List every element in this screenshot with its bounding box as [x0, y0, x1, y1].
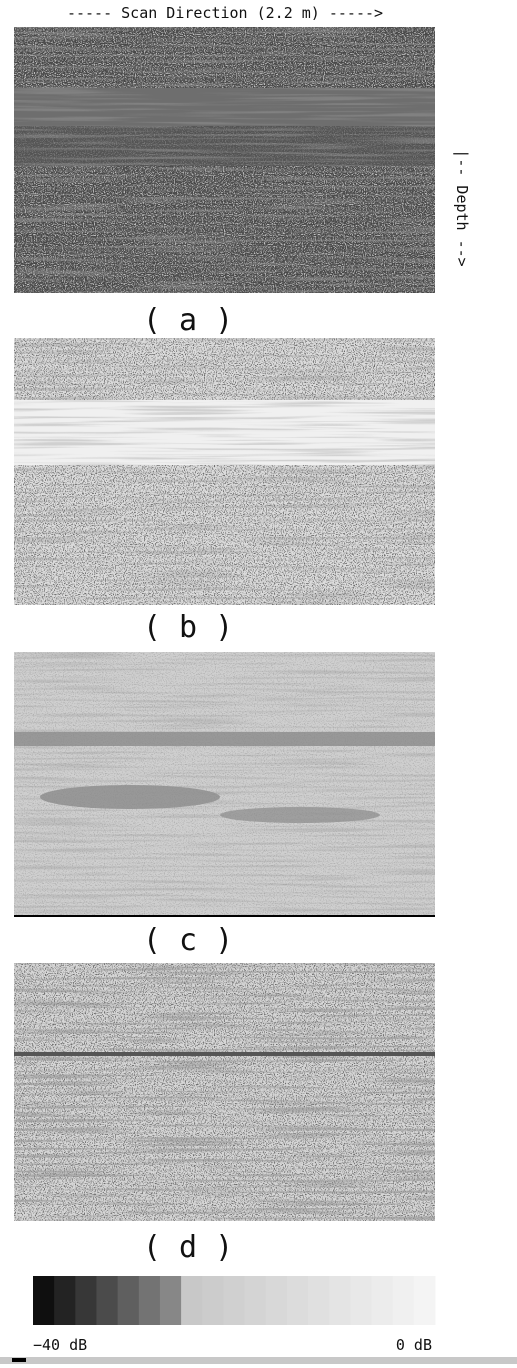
panel-label: ( d ) — [143, 1230, 233, 1265]
colorbar-step — [181, 1276, 203, 1325]
colorbar-step — [308, 1276, 330, 1325]
depth-label: |-- Depth --> — [453, 149, 471, 266]
bottom-bar — [0, 1357, 517, 1364]
colorbar-step — [33, 1276, 55, 1325]
colorbar-step — [139, 1276, 161, 1325]
colorbar-step — [287, 1276, 309, 1325]
panel-d-image — [14, 963, 435, 1221]
colorbar — [33, 1276, 436, 1325]
colorbar-step — [96, 1276, 118, 1325]
panel-c-image — [14, 652, 435, 916]
colorbar-step — [393, 1276, 415, 1325]
colorbar-step — [414, 1276, 436, 1325]
page: ----- Scan Direction (2.2 m) -----> |-- … — [0, 0, 517, 1364]
colorbar-step — [372, 1276, 394, 1325]
colorbar-step — [350, 1276, 372, 1325]
panel-label: ( c ) — [143, 923, 233, 958]
colorbar-step — [75, 1276, 97, 1325]
panel-label: ( a ) — [143, 303, 233, 338]
panel-a-image — [14, 27, 435, 293]
colorbar-step — [223, 1276, 245, 1325]
panel-label: ( b ) — [143, 610, 233, 645]
colorbar-max-label: 0 dB — [396, 1336, 432, 1354]
colorbar-step — [266, 1276, 288, 1325]
colorbar-step — [329, 1276, 351, 1325]
panel-b-image — [14, 338, 435, 605]
colorbar-step — [160, 1276, 182, 1325]
colorbar-min-label: −40 dB — [33, 1336, 87, 1354]
colorbar-step — [118, 1276, 140, 1325]
bottom-bar-marker — [12, 1358, 26, 1362]
colorbar-step — [54, 1276, 76, 1325]
colorbar-step — [245, 1276, 267, 1325]
figure: ----- Scan Direction (2.2 m) -----> |-- … — [0, 0, 517, 1364]
scan-direction-label: ----- Scan Direction (2.2 m) -----> — [67, 4, 383, 22]
colorbar-step — [202, 1276, 224, 1325]
